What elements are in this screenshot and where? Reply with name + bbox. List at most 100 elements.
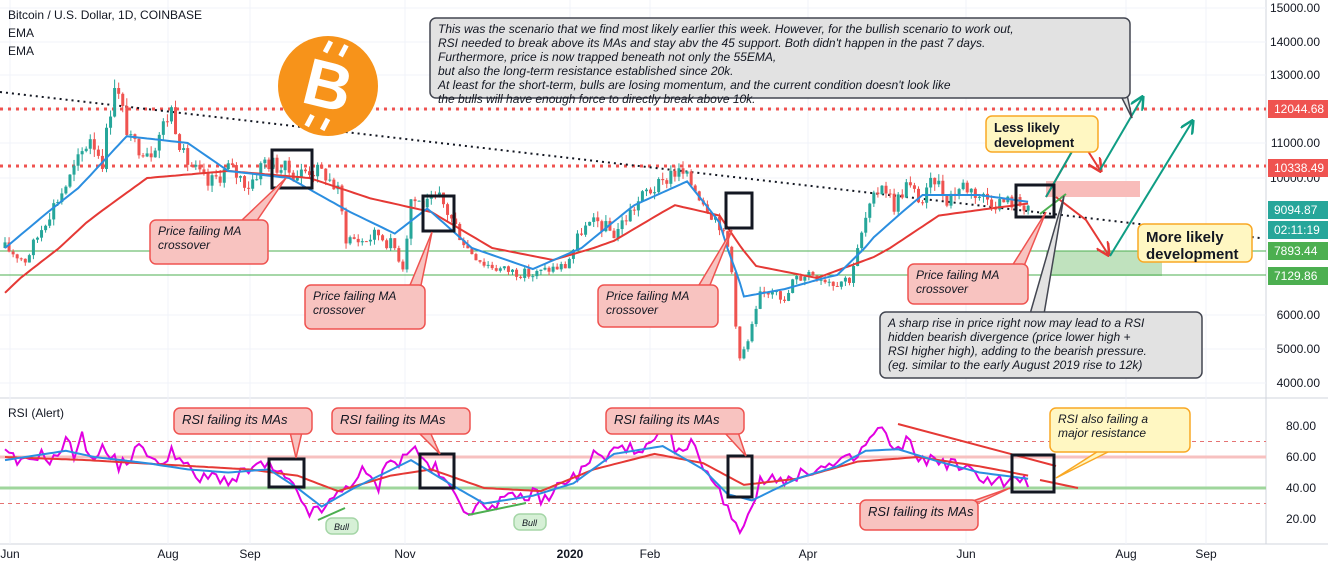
candle-body xyxy=(377,229,381,236)
price-tag xyxy=(1268,159,1328,177)
candle-body xyxy=(661,179,665,181)
price-fail-callout-3-box xyxy=(597,284,719,328)
rsi-fail-callout-1-text: RSI failing its MAs xyxy=(182,412,288,427)
candle-body xyxy=(295,177,299,181)
indicator-ema-2[interactable]: EMA xyxy=(8,44,35,58)
price-fail-callout-3-text: Price failing MA crossover xyxy=(606,289,689,317)
candle-body xyxy=(884,185,888,194)
candle-body xyxy=(230,163,234,166)
candle-body xyxy=(945,195,949,206)
candle-body xyxy=(287,160,291,173)
candle-body xyxy=(364,241,368,243)
rsi-fail-callout-4-text: RSI failing its MAs xyxy=(868,504,974,519)
candle-body xyxy=(1026,205,1030,211)
candle-body xyxy=(332,179,336,190)
scenario-note-line: but also the long-term resistance establ… xyxy=(438,64,734,78)
rsi-resistance-callout-line: RSI also failing a xyxy=(1058,412,1148,426)
candle-body xyxy=(56,201,60,204)
candle-body xyxy=(653,192,657,194)
ema-fast-line xyxy=(4,135,1029,298)
candle-body xyxy=(454,218,458,224)
price-fail-callout-4: Price failing MA crossover xyxy=(907,211,1047,305)
candle-body xyxy=(750,324,754,342)
candle-body xyxy=(523,268,527,278)
more-likely-label-line: More likely xyxy=(1146,229,1224,246)
highlight-box xyxy=(267,457,306,489)
candle-body xyxy=(409,199,413,239)
candle-body xyxy=(973,188,977,198)
candle-body xyxy=(259,163,263,180)
ema-slow-line xyxy=(4,169,1029,294)
price-fail-callout-4-box xyxy=(907,263,1029,305)
candle-body xyxy=(839,281,843,287)
candle-body xyxy=(275,157,279,173)
candle-body xyxy=(758,291,762,309)
candle-body xyxy=(389,238,393,249)
candle-body xyxy=(393,238,397,249)
less-likely-label-text: Less likely development xyxy=(994,120,1075,150)
price-tick-label: 5000.00 xyxy=(1277,342,1321,356)
less-likely-label: Less likely development xyxy=(985,115,1099,153)
price-fail-callout-1-line: Price failing MA xyxy=(158,224,241,238)
candle-body xyxy=(600,221,604,232)
candle-body xyxy=(547,267,551,272)
candle-body xyxy=(624,220,628,222)
indicator-ema-1[interactable]: EMA xyxy=(8,26,35,40)
candle-body xyxy=(92,139,96,150)
candle-body xyxy=(795,275,799,280)
bull-badge-2-box xyxy=(513,513,547,531)
rsi-bull-divergence-1 xyxy=(317,507,346,521)
candle-body xyxy=(868,203,872,218)
candle-body xyxy=(405,238,409,270)
candle-body xyxy=(303,169,307,172)
candle-body xyxy=(340,185,344,212)
highlight-box xyxy=(1014,183,1056,219)
price-tick-label: 14000.00 xyxy=(1270,35,1320,49)
price-tag xyxy=(1268,201,1328,219)
rsi-pane-label[interactable]: RSI (Alert) xyxy=(8,406,65,420)
candle-body xyxy=(401,261,405,270)
candle-body xyxy=(109,116,113,128)
price-fail-callout-4-text: Price failing MA crossover xyxy=(916,268,999,296)
candle-body xyxy=(64,186,68,194)
rsi-fail-callout-3: RSI failing its MAs xyxy=(605,407,747,457)
scenario-note-line: At least for the short-term, bulls are l… xyxy=(437,78,951,92)
candle-body xyxy=(218,176,222,183)
rsi-fast-ma-line xyxy=(4,445,1029,508)
candle-body xyxy=(990,199,994,207)
candle-body xyxy=(880,185,884,195)
candle-body xyxy=(441,192,445,205)
candle-body xyxy=(636,201,640,211)
candle-body xyxy=(161,121,165,135)
candle-body xyxy=(977,196,981,198)
candle-body xyxy=(722,230,726,232)
candle-body xyxy=(113,88,117,117)
candle-body xyxy=(105,127,108,169)
highlight-box xyxy=(726,454,754,499)
bull-badge-1-box xyxy=(325,517,359,535)
candle-body xyxy=(206,173,210,186)
candle-body xyxy=(15,254,19,259)
price-tag xyxy=(1268,267,1328,285)
less-likely-label-box xyxy=(985,115,1099,153)
time-tick-label: Feb xyxy=(640,547,661,561)
candle-body xyxy=(888,193,892,195)
price-fail-callout-3-line: Price failing MA xyxy=(606,289,689,303)
more-likely-label-box xyxy=(1137,223,1253,263)
price-fail-callout-1-box xyxy=(149,219,269,265)
candle-body xyxy=(933,177,937,185)
candle-body xyxy=(864,217,868,233)
candle-body xyxy=(68,174,72,187)
candle-body xyxy=(368,239,372,242)
price-tag-label: 7129.86 xyxy=(1274,269,1318,283)
candle-body xyxy=(243,176,247,188)
rsi-resistance-trendline xyxy=(897,423,1057,467)
candle-body xyxy=(620,220,624,230)
candle-body xyxy=(673,170,677,177)
candle-body xyxy=(149,153,153,158)
scenario-note-line: This was the scenario that we find most … xyxy=(438,22,1014,36)
rsi-slow-ma-line xyxy=(4,452,1029,493)
candle-body xyxy=(543,267,547,270)
candle-body xyxy=(588,221,592,226)
